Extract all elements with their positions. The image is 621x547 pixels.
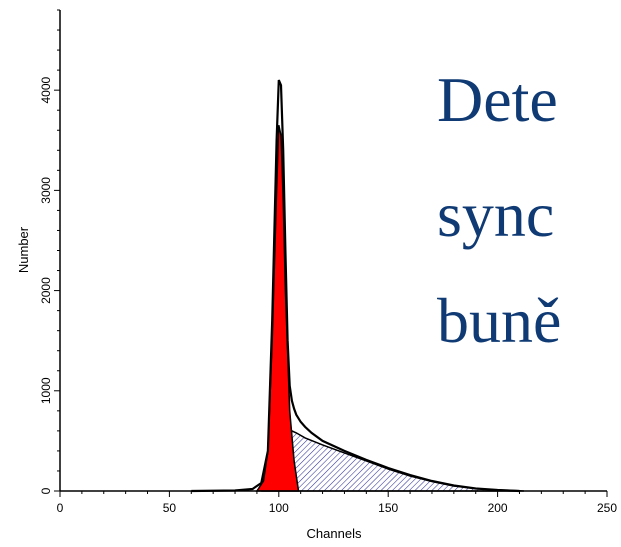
series-outline-line — [191, 79, 520, 493]
slide-title: Dete sync buně — [437, 64, 561, 356]
x-tick-label: 250 — [597, 501, 617, 515]
y-tick-label: 1000 — [39, 377, 53, 404]
x-tick-label: 200 — [488, 501, 508, 515]
y-tick-label: 4000 — [39, 76, 53, 103]
slide-title-line: Dete — [437, 64, 558, 135]
slide-title-line: sync — [437, 179, 554, 250]
series-red-peak — [255, 125, 300, 492]
chart-ticks: 0 50 100 150 200 250 0 1000 2000 3000 4000 — [39, 9, 617, 515]
x-tick-label: 100 — [269, 501, 289, 515]
y-tick-label: 3000 — [39, 177, 53, 204]
x-tick-label: 150 — [378, 501, 398, 515]
slide-title-line: buně — [437, 285, 561, 356]
x-tick-label: 0 — [57, 501, 64, 515]
series-hatched-area — [260, 430, 524, 492]
chart-marks — [191, 79, 524, 493]
x-axis-title: Channels — [307, 526, 362, 541]
x-tick-label: 50 — [163, 501, 177, 515]
y-tick-label: 0 — [39, 487, 53, 494]
y-tick-label: 2000 — [39, 277, 53, 304]
y-axis-title: Number — [16, 226, 31, 273]
